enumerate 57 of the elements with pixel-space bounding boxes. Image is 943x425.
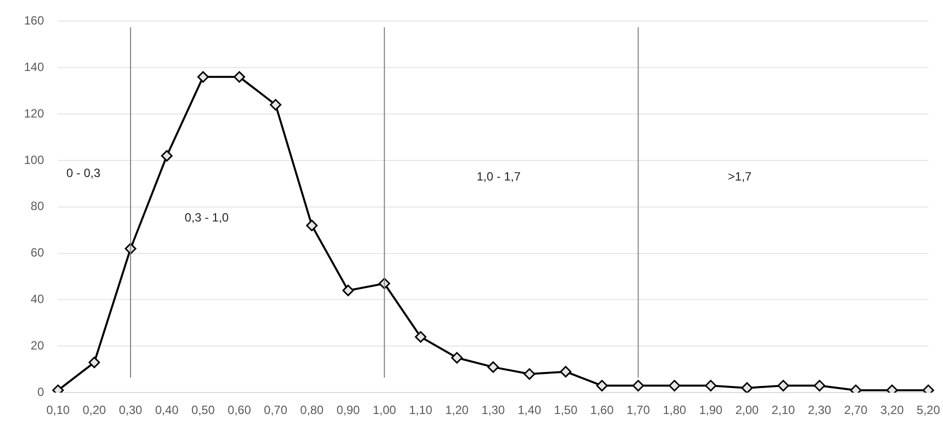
point [668, 380, 680, 392]
point [814, 380, 826, 392]
y-tick-label: 40 [30, 292, 44, 306]
point [560, 366, 572, 378]
point [704, 380, 716, 392]
y-tick-label: 80 [30, 199, 44, 214]
x-tick-label: 2,70 [844, 403, 868, 418]
x-tick-label: 2,00 [735, 403, 760, 418]
y-tick-label: 140 [24, 60, 44, 74]
point [342, 284, 354, 296]
point [88, 356, 100, 368]
x-tick-label: 0,90 [336, 403, 360, 418]
x-tick-label: 1,80 [662, 403, 686, 418]
point [596, 380, 608, 392]
x-tick-label: 1,60 [590, 403, 614, 418]
point [524, 368, 536, 380]
point [306, 220, 318, 232]
x-tick-label: 1,90 [699, 403, 723, 418]
y-tick-label: 100 [24, 152, 44, 167]
y-tick-label: 120 [24, 106, 44, 120]
x-tick-label: 0,60 [228, 403, 252, 418]
annotation: 0,3 - 1,0 [184, 210, 230, 224]
x-tick-label: 5,20 [916, 403, 940, 418]
point [234, 71, 246, 83]
x-tick-label: 0,70 [264, 403, 288, 418]
y-tick-label: 20 [30, 338, 44, 352]
x-tick-label: 0,50 [191, 403, 216, 418]
x-tick-label: 0,30 [118, 403, 143, 418]
x-tick-label: 0,80 [300, 403, 324, 418]
y-tick-label: 160 [24, 14, 44, 28]
x-tick-label: 3,20 [880, 403, 904, 418]
x-tick-label: 2,30 [808, 403, 832, 418]
x-tick-label: 1,70 [626, 403, 650, 418]
x-tick-label: 1,30 [481, 403, 506, 418]
x-tick-label: 2,10 [772, 403, 796, 418]
point [451, 352, 463, 364]
y-tick-label: 0 [37, 384, 44, 399]
point [197, 71, 209, 83]
annotation: >1,7 [728, 170, 752, 184]
point [487, 361, 499, 373]
annotation: 1,0 - 1,7 [476, 170, 521, 184]
x-tick-label: 1,20 [445, 403, 469, 418]
point [414, 331, 426, 343]
x-tick-label: 0,40 [155, 403, 179, 418]
annotation: 0 - 0,3 [66, 166, 101, 180]
x-tick-label: 0,20 [82, 403, 106, 418]
x-tick-label: 1,10 [408, 403, 433, 418]
x-tick-label: 1,40 [518, 403, 542, 418]
point [632, 380, 644, 392]
point [778, 380, 790, 392]
point [270, 99, 282, 111]
point [161, 150, 173, 162]
point [741, 382, 753, 393]
x-tick-label: 1,50 [554, 403, 578, 418]
x-tick-label: 0,10 [46, 403, 70, 418]
x-tick-label: 1,00 [372, 403, 396, 418]
y-tick-label: 60 [30, 246, 44, 260]
